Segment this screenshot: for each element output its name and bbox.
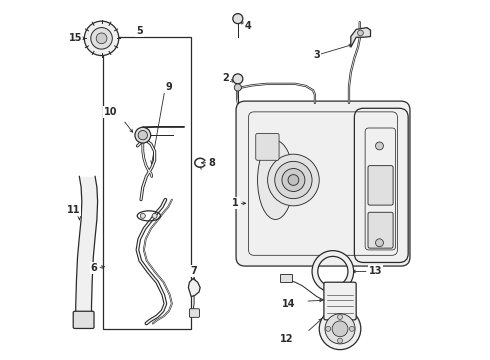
- Circle shape: [268, 154, 319, 206]
- Circle shape: [358, 30, 364, 36]
- Text: 13: 13: [368, 266, 382, 276]
- Circle shape: [288, 175, 299, 185]
- Circle shape: [152, 213, 157, 219]
- Text: 12: 12: [280, 333, 294, 343]
- FancyBboxPatch shape: [236, 101, 410, 266]
- Circle shape: [332, 321, 348, 337]
- Text: 9: 9: [166, 82, 172, 92]
- Circle shape: [338, 315, 343, 319]
- Bar: [103, 37, 191, 329]
- Circle shape: [275, 161, 312, 199]
- FancyBboxPatch shape: [354, 108, 408, 262]
- Text: 1: 1: [232, 198, 239, 208]
- Text: 14: 14: [282, 299, 296, 309]
- FancyBboxPatch shape: [368, 166, 393, 205]
- Circle shape: [319, 308, 361, 350]
- Text: 5: 5: [136, 26, 143, 36]
- Polygon shape: [351, 28, 370, 47]
- Circle shape: [135, 127, 151, 143]
- Circle shape: [375, 142, 383, 150]
- Circle shape: [91, 28, 112, 49]
- Circle shape: [349, 326, 354, 331]
- Circle shape: [233, 14, 243, 24]
- Text: 6: 6: [91, 263, 97, 273]
- Text: 15: 15: [70, 33, 83, 43]
- FancyBboxPatch shape: [324, 282, 356, 320]
- Circle shape: [84, 21, 119, 55]
- FancyBboxPatch shape: [73, 311, 94, 328]
- Polygon shape: [188, 279, 200, 297]
- Circle shape: [138, 131, 147, 140]
- Text: 7: 7: [191, 266, 197, 276]
- Text: 8: 8: [208, 158, 215, 168]
- Text: 4: 4: [245, 21, 252, 31]
- Text: 10: 10: [104, 107, 118, 117]
- Circle shape: [233, 74, 243, 84]
- Text: 3: 3: [313, 50, 320, 60]
- FancyBboxPatch shape: [280, 274, 292, 282]
- FancyBboxPatch shape: [190, 309, 199, 318]
- Circle shape: [338, 338, 343, 343]
- Text: 2: 2: [222, 73, 229, 83]
- Circle shape: [234, 84, 242, 91]
- Circle shape: [325, 314, 355, 344]
- Circle shape: [96, 33, 107, 44]
- Circle shape: [140, 213, 146, 219]
- Circle shape: [326, 326, 331, 331]
- FancyBboxPatch shape: [368, 212, 393, 248]
- Circle shape: [375, 239, 383, 247]
- Text: 11: 11: [67, 206, 80, 216]
- Circle shape: [282, 168, 305, 192]
- FancyBboxPatch shape: [256, 134, 279, 160]
- Ellipse shape: [258, 140, 294, 220]
